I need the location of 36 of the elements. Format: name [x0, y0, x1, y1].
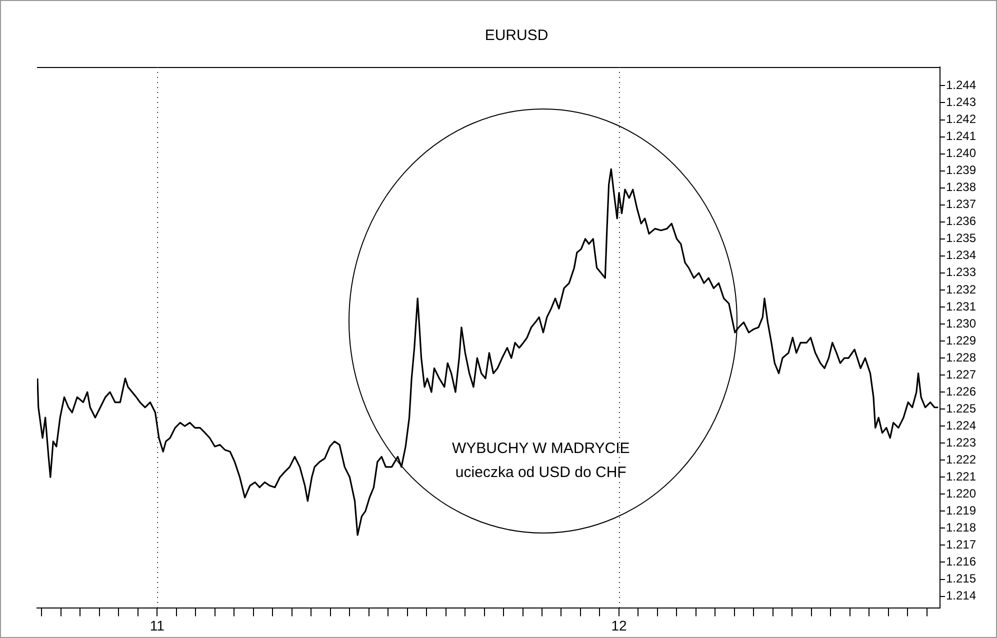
y-tick-label: 1.215: [946, 572, 976, 586]
y-tick-label: 1.223: [946, 435, 976, 450]
y-tick-label: 1.236: [946, 214, 976, 228]
y-tick-label: 1.218: [946, 520, 976, 535]
y-tick-label: 1.241: [946, 129, 976, 144]
y-tick-label: 1.243: [946, 95, 976, 110]
y-tick-label: 1.242: [946, 112, 976, 126]
y-tick-label: 1.237: [946, 197, 976, 212]
y-tick-label: 1.225: [946, 401, 976, 416]
y-tick-label: 1.221: [946, 469, 976, 484]
y-tick-label: 1.244: [946, 78, 976, 92]
x-tick-label: 12: [611, 617, 627, 634]
y-tick-label: 1.230: [946, 316, 976, 330]
y-tick-label: 1.234: [946, 248, 976, 262]
y-tick-label: 1.238: [946, 180, 976, 194]
y-tick-label: 1.226: [946, 384, 976, 398]
y-tick-label: 1.216: [946, 554, 976, 569]
y-tick-label: 1.233: [946, 265, 976, 280]
y-tick-label: 1.232: [946, 282, 976, 296]
annotation: ucieczka od USD do CHF: [455, 464, 626, 482]
y-tick-label: 1.229: [946, 333, 976, 348]
chart-title: EURUSD: [484, 27, 548, 44]
annotation: WYBUCHY W MADRYCIE: [452, 440, 630, 458]
y-tick-label: 1.239: [946, 163, 976, 178]
x-tick-label: 11: [150, 617, 165, 634]
y-tick-label: 1.224: [946, 418, 976, 432]
y-tick-label: 1.228: [946, 350, 976, 364]
y-tick-label: 1.222: [946, 452, 976, 466]
y-tick-label: 1.227: [946, 367, 976, 382]
y-tick-label: 1.220: [946, 486, 976, 500]
y-tick-label: 1.214: [946, 588, 976, 603]
y-tick-label: 1.240: [946, 146, 976, 160]
y-tick-label: 1.217: [946, 538, 976, 552]
y-tick-label: 1.231: [946, 299, 976, 314]
y-tick-label: 1.235: [946, 231, 976, 246]
y-tick-label: 1.219: [946, 504, 976, 518]
